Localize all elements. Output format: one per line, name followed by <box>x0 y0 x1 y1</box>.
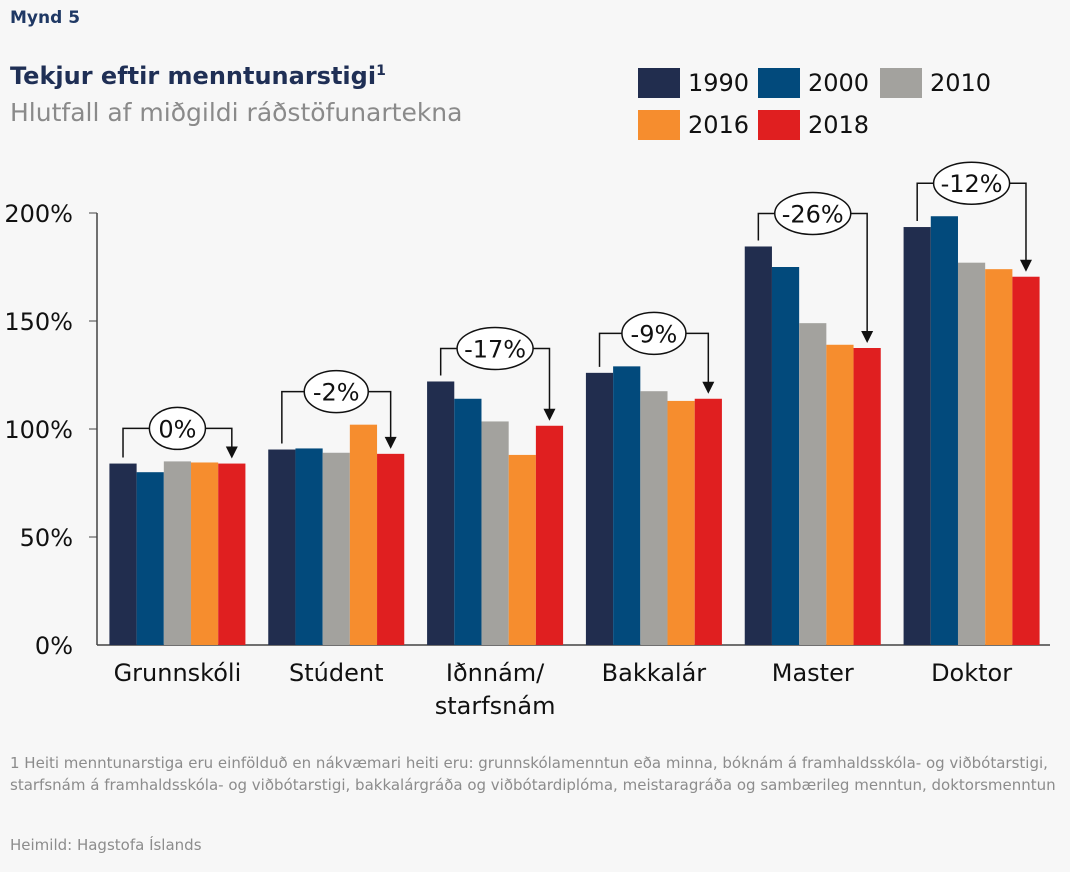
legend-label: 2000 <box>808 69 870 97</box>
bar-2010 <box>481 421 509 645</box>
annotation-ellipse <box>621 311 687 356</box>
bar-2018 <box>535 425 564 645</box>
bar-1990 <box>585 372 614 645</box>
annotation-arrowhead <box>543 408 556 421</box>
x-tick-label: Master <box>772 659 854 687</box>
x-tick-label: Doktor <box>931 659 1012 687</box>
legend-label: 2010 <box>930 69 992 97</box>
bar-2016 <box>826 344 854 645</box>
x-tick-label: Grunnskóli <box>114 659 242 687</box>
chart-title: Tekjur eftir menntunarstigi1 <box>10 62 386 90</box>
annotation-label: -12% <box>941 170 1003 198</box>
bar-1990 <box>427 381 455 645</box>
footnote: 1 Heiti menntunarstiga eru einfölduð en … <box>10 754 1056 794</box>
bar-2000 <box>136 472 164 645</box>
y-tick-label: 0% <box>35 632 73 660</box>
annotation-label: 0% <box>158 415 196 443</box>
bar-2000 <box>930 216 958 646</box>
source-note: Heimild: Hagstofa Íslands <box>10 836 202 854</box>
bar-2016 <box>349 424 378 645</box>
legend-item-2018: 2018 <box>758 110 869 140</box>
change-annotation: -12% <box>916 161 1032 272</box>
change-annotation: -9% <box>598 311 715 394</box>
legend-swatch <box>638 68 680 98</box>
bar-2010 <box>163 461 192 645</box>
annotation-label: -2% <box>313 379 360 407</box>
legend-swatch <box>758 68 800 98</box>
annotation-label: -17% <box>464 335 526 363</box>
annotation-ellipse <box>456 326 534 371</box>
bar-2000 <box>454 398 482 645</box>
bar-2018 <box>853 348 881 645</box>
bar-1990 <box>268 449 296 645</box>
bar-2000 <box>295 448 323 645</box>
bar-2018 <box>377 453 405 645</box>
y-tick-label: 150% <box>4 308 73 336</box>
y-tick-label: 200% <box>4 200 73 228</box>
annotation-arrowhead <box>861 331 874 343</box>
annotation-label: -9% <box>631 320 678 348</box>
annotation-ellipse <box>303 369 369 414</box>
bar-2018 <box>218 463 246 645</box>
legend-label: 2018 <box>808 111 870 139</box>
legend-swatch <box>638 110 680 140</box>
change-annotation: -17% <box>439 326 556 421</box>
y-tick-label: 100% <box>4 416 73 444</box>
bar-2016 <box>508 454 536 645</box>
change-annotation: 0% <box>122 406 238 459</box>
annotation-arrowhead <box>225 446 238 459</box>
legend-item-1990: 1990 <box>638 68 749 98</box>
y-tick-label: 50% <box>20 524 73 552</box>
bar-2016 <box>667 400 695 645</box>
x-tick-label: Stúdent <box>289 659 383 687</box>
change-annotation: -2% <box>281 369 397 449</box>
bar-1990 <box>109 463 137 645</box>
annotation-arrowhead <box>702 381 715 394</box>
annotation-arrowhead <box>384 436 397 449</box>
legend-swatch <box>880 68 922 98</box>
bar-2000 <box>771 267 800 645</box>
bar-2010 <box>799 323 827 645</box>
x-tick-label: Iðnnám/ <box>446 659 545 687</box>
chart-title-text: Tekjur eftir menntunarstigi <box>10 62 377 90</box>
figure-label: Mynd 5 <box>10 8 81 28</box>
legend-item-2016: 2016 <box>638 110 749 140</box>
annotation-label: -26% <box>782 200 844 228</box>
legend-label: 1990 <box>688 69 750 97</box>
annotation-ellipse <box>774 191 852 236</box>
legend-item-2010: 2010 <box>880 68 991 98</box>
bar-2018 <box>694 398 722 645</box>
legend-item-2000: 2000 <box>758 68 869 98</box>
bar-1990 <box>744 246 772 646</box>
annotation-arrowhead <box>1019 259 1032 272</box>
legend-label: 2016 <box>688 111 750 139</box>
bar-2016 <box>985 269 1013 645</box>
bar-1990 <box>903 227 931 646</box>
x-tick-label: Bakkalár <box>602 659 707 687</box>
bar-2016 <box>191 462 219 645</box>
legend-swatch <box>758 110 800 140</box>
chart-subtitle: Hlutfall af miðgildi ráðstöfunartekna <box>10 98 463 127</box>
x-tick-label: starfsnám <box>435 692 556 720</box>
bar-2010 <box>640 391 668 645</box>
annotation-ellipse <box>148 406 207 451</box>
annotation-ellipse <box>932 161 1011 205</box>
change-annotation: -26% <box>757 191 874 343</box>
legend: 1990 2000 2010 2016 2018 <box>638 68 1058 158</box>
bar-2000 <box>613 366 641 645</box>
title-footnote-marker: 1 <box>376 63 386 79</box>
bar-2010 <box>322 452 350 645</box>
bar-chart: 0% 50% 100% 150% 200% Grunnskóli 0% Stúdent -2% I… <box>4 161 1050 720</box>
bar-2010 <box>957 262 986 645</box>
bar-2018 <box>1012 276 1040 645</box>
